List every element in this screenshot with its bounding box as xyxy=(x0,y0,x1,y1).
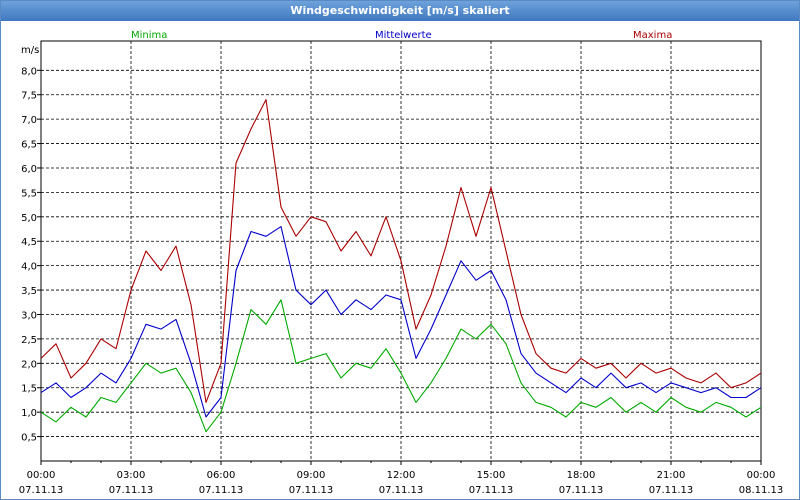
y-axis-unit: m/s xyxy=(21,45,39,56)
x-tick-time-label: 18:00 xyxy=(567,470,596,481)
y-tick-label: 1,0 xyxy=(21,408,37,419)
x-tick-time-label: 03:00 xyxy=(117,470,146,481)
x-tick-date-label: 07.11.13 xyxy=(109,485,154,496)
x-tick-date-label: 07.11.13 xyxy=(469,485,514,496)
y-tick-label: 6,0 xyxy=(21,164,37,175)
x-tick-time-label: 12:00 xyxy=(387,470,416,481)
y-tick-label: 8,0 xyxy=(21,66,37,77)
grid xyxy=(41,41,761,461)
y-tick-label: 7,5 xyxy=(21,91,37,102)
x-tick-date-label: 07.11.13 xyxy=(289,485,334,496)
y-tick-label: 2,0 xyxy=(21,359,37,370)
y-tick-label: 3,0 xyxy=(21,310,37,321)
y-tick-label: 4,5 xyxy=(21,237,37,248)
y-tick-label: 2,5 xyxy=(21,335,37,346)
x-tick-date-label: 07.11.13 xyxy=(19,485,64,496)
window-title: Windgeschwindigkeit [m/s] skaliert xyxy=(1,1,799,21)
series-lines xyxy=(40,99,762,433)
x-tick-date-label: 07.11.13 xyxy=(199,485,244,496)
x-tick-date-label: 08.11.13 xyxy=(739,485,784,496)
series-line-maxima xyxy=(40,99,762,403)
chart-canvas: 0,5 1,0 1,5 2,0 2,5 3,0 3,5 4,0 4,5 5,0 5,5 6,0 6,5 7… xyxy=(19,30,784,496)
legend-minima: Minima xyxy=(131,30,167,41)
x-tick-date-label: 07.11.13 xyxy=(379,485,424,496)
legend-maxima: Maxima xyxy=(633,30,672,41)
x-tick-date-label: 07.11.13 xyxy=(649,485,694,496)
x-tick-time-label: 00:00 xyxy=(747,470,776,481)
y-tick-label: 1,5 xyxy=(21,384,37,395)
y-tick-label: 6,5 xyxy=(21,140,37,151)
legend-mittelwerte: Mittelwerte xyxy=(375,30,432,41)
x-tick-date-label: 07.11.13 xyxy=(559,485,604,496)
x-tick-time-label: 00:00 xyxy=(27,470,56,481)
y-tick-label: 4,0 xyxy=(21,262,37,273)
series-line-minima xyxy=(40,299,762,433)
y-tick-label: 0,5 xyxy=(21,433,37,444)
x-tick-time-label: 15:00 xyxy=(477,470,506,481)
y-tick-label: 7,0 xyxy=(21,115,37,126)
y-tick-label: 3,5 xyxy=(21,286,37,297)
x-tick-time-label: 09:00 xyxy=(297,470,326,481)
axes: 0,5 1,0 1,5 2,0 2,5 3,0 3,5 4,0 4,5 5,0 5,5 6,0 6,5 7… xyxy=(19,40,784,496)
plot-frame xyxy=(40,40,762,462)
x-tick-time-label: 21:00 xyxy=(657,470,686,481)
series-line-mittelwerte xyxy=(40,226,762,418)
y-tick-label: 5,0 xyxy=(21,213,37,224)
y-tick-label: 5,5 xyxy=(21,188,37,199)
x-tick-time-label: 06:00 xyxy=(207,470,236,481)
